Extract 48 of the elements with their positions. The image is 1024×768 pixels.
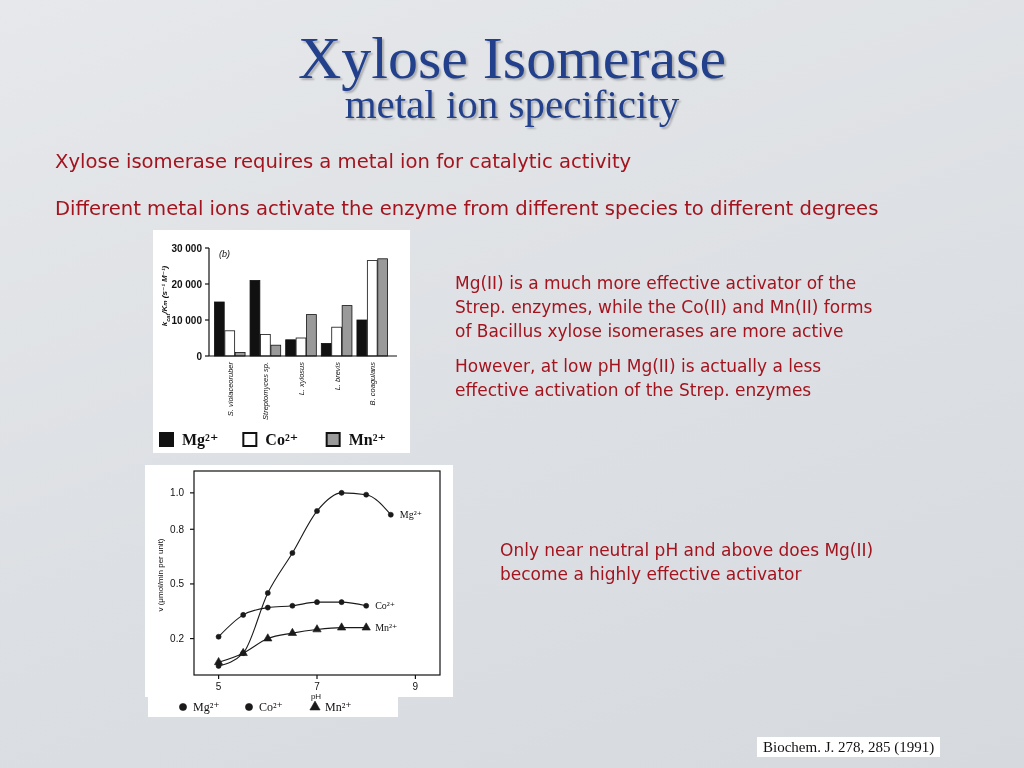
point (338, 599, 345, 605)
y-tick-label: 0 (196, 350, 203, 362)
point (337, 622, 347, 631)
legend-label: Mg²⁺ (193, 700, 220, 714)
point (264, 590, 271, 596)
point (214, 657, 224, 665)
text: Mn²⁺ (375, 622, 398, 634)
y-axis-title: v (μmol/min per unit) (156, 538, 165, 612)
point (289, 602, 296, 609)
text: Xylose isomerase requires a metal ion for catalytic activity (55, 150, 633, 174)
y-tick-label: 20 000 (171, 278, 203, 290)
point (264, 604, 271, 611)
point (287, 628, 297, 636)
x-tick-label: 9 (412, 681, 419, 692)
point (312, 624, 322, 633)
point (338, 490, 345, 496)
y-tick-label: 10 000 (171, 314, 203, 326)
point (289, 550, 296, 556)
annotation: (b) (219, 249, 230, 259)
legend-label: Co²⁺ (265, 431, 299, 448)
x-tick-label: 5 (215, 681, 222, 692)
point (215, 633, 222, 640)
y-tick-label: 0.8 (170, 523, 185, 535)
text: Mg²⁺ (399, 509, 422, 521)
text: Mg(II) is a much more effective activator of the Strep. enzymes, while the Co(II) and Mn(II) forms of Bacillus xylose isomerases are more active (455, 272, 874, 343)
point (361, 622, 371, 631)
text: Co²⁺ (375, 600, 396, 612)
y-tick-label: 0.2 (170, 633, 185, 645)
legend-label: Mn²⁺ (348, 431, 386, 448)
legend-label: Mn²⁺ (325, 700, 352, 714)
y-tick-label: 1.0 (170, 487, 185, 499)
point (314, 599, 320, 605)
point (263, 633, 273, 642)
x-tick-label: 7 (314, 681, 321, 692)
point (363, 491, 370, 498)
point (363, 602, 370, 609)
point (240, 612, 247, 618)
text: Only near neutral pH and above does Mg(II) become a highly effective activator (500, 539, 875, 586)
y-tick-label: 30 000 (171, 242, 203, 254)
point (314, 508, 320, 514)
text: However, at low pH Mg(II) is actually a less effective activation of the Strep. enzymes (455, 355, 823, 402)
text: Different metal ions activate the enzyme from different species to different degrees (55, 197, 880, 221)
text: Biochem. J. 278, 285 (1991) (757, 737, 941, 757)
legend-label: Mg²⁺ (182, 431, 219, 449)
x-axis-title: pH (310, 692, 322, 701)
y-tick-label: 0.5 (170, 578, 185, 590)
point (387, 511, 394, 518)
legend-label: Co²⁺ (259, 700, 283, 714)
